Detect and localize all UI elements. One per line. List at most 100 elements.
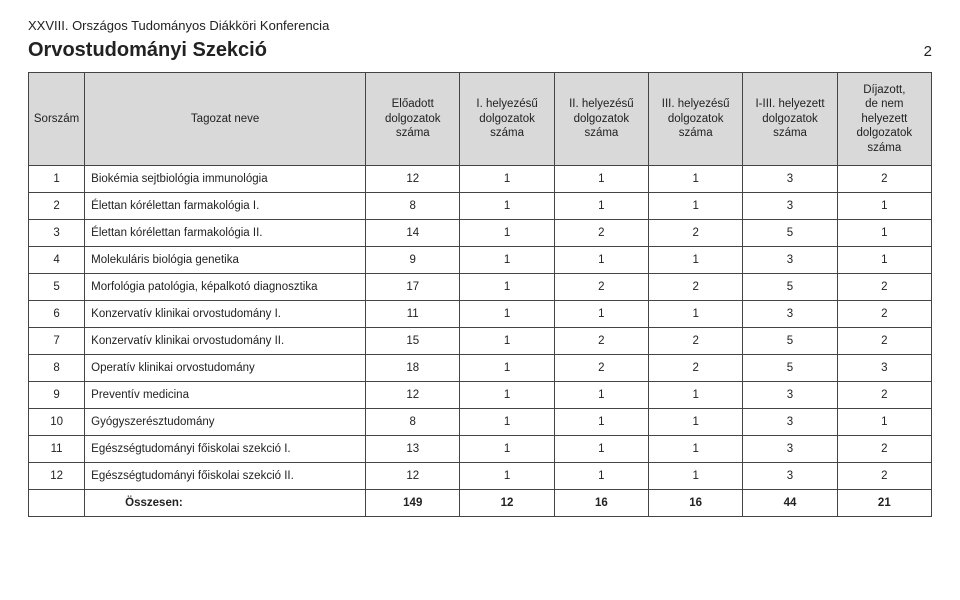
cell-sorszam: 7 (29, 327, 85, 354)
cell-value: 1 (554, 165, 648, 192)
cell-sorszam: 11 (29, 435, 85, 462)
cell-value: 3 (743, 408, 837, 435)
cell-tagozat: Élettan kórélettan farmakológia I. (85, 192, 366, 219)
cell-value: 1 (460, 354, 554, 381)
cell-value: 3 (743, 435, 837, 462)
cell-value: 18 (366, 354, 460, 381)
cell-sorszam: 4 (29, 246, 85, 273)
cell-value: 12 (366, 381, 460, 408)
cell-sorszam: 9 (29, 381, 85, 408)
table-header-row: Sorszám Tagozat neve Előadottdolgozatoks… (29, 73, 932, 166)
cell-value: 1 (460, 273, 554, 300)
cell-value: 1 (554, 246, 648, 273)
cell-value: 12 (366, 462, 460, 489)
cell-value: 1 (649, 435, 743, 462)
cell-value: 2 (837, 300, 931, 327)
cell-value: 1 (460, 300, 554, 327)
cell-value: 1 (554, 192, 648, 219)
table-row: 2Élettan kórélettan farmakológia I.81113… (29, 192, 932, 219)
cell-value: 14 (366, 219, 460, 246)
cell-value: 13 (366, 435, 460, 462)
cell-value: 1 (554, 381, 648, 408)
cell-tagozat: Élettan kórélettan farmakológia II. (85, 219, 366, 246)
cell-value: 2 (649, 327, 743, 354)
cell-tagozat: Konzervatív klinikai orvostudomány II. (85, 327, 366, 354)
cell-value: 3 (743, 192, 837, 219)
cell-value: 5 (743, 273, 837, 300)
cell-sorszam (29, 489, 85, 516)
section-title-row: Orvostudományi Szekció 2 (28, 39, 932, 62)
table-row: 10Gyógyszerésztudomány811131 (29, 408, 932, 435)
cell-value: 1 (460, 246, 554, 273)
cell-sorszam: 6 (29, 300, 85, 327)
cell-value: 12 (366, 165, 460, 192)
cell-value: 9 (366, 246, 460, 273)
cell-value: 2 (837, 462, 931, 489)
col-header-i: I. helyezésűdolgozatokszáma (460, 73, 554, 166)
cell-value: 1 (460, 462, 554, 489)
cell-sorszam: 8 (29, 354, 85, 381)
section-title: Orvostudományi Szekció (28, 39, 267, 62)
table-row: 4Molekuláris biológia genetika911131 (29, 246, 932, 273)
cell-value: 1 (649, 381, 743, 408)
cell-total-value: 12 (460, 489, 554, 516)
cell-value: 1 (554, 300, 648, 327)
cell-tagozat: Morfológia patológia, képalkotó diagnosz… (85, 273, 366, 300)
cell-value: 3 (743, 300, 837, 327)
cell-value: 1 (460, 192, 554, 219)
cell-value: 3 (743, 165, 837, 192)
cell-tagozat: Egészségtudományi főiskolai szekció I. (85, 435, 366, 462)
cell-value: 1 (649, 408, 743, 435)
cell-value: 1 (837, 408, 931, 435)
col-header-ii: II. helyezésűdolgozatokszáma (554, 73, 648, 166)
cell-total-value: 44 (743, 489, 837, 516)
cell-tagozat: Preventív medicina (85, 381, 366, 408)
cell-value: 5 (743, 219, 837, 246)
table-total-row: Összesen:1491216164421 (29, 489, 932, 516)
col-header-sorszam: Sorszám (29, 73, 85, 166)
table-body: 1Biokémia sejtbiológia immunológia121113… (29, 165, 932, 516)
cell-sorszam: 2 (29, 192, 85, 219)
cell-value: 8 (366, 192, 460, 219)
cell-value: 2 (649, 354, 743, 381)
cell-tagozat: Gyógyszerésztudomány (85, 408, 366, 435)
table-row: 6Konzervatív klinikai orvostudomány I.11… (29, 300, 932, 327)
cell-value: 1 (460, 381, 554, 408)
cell-tagozat: Molekuláris biológia genetika (85, 246, 366, 273)
cell-total-value: 149 (366, 489, 460, 516)
table-row: 12Egészségtudományi főiskolai szekció II… (29, 462, 932, 489)
cell-value: 2 (649, 219, 743, 246)
table-row: 3Élettan kórélettan farmakológia II.1412… (29, 219, 932, 246)
table-row: 1Biokémia sejtbiológia immunológia121113… (29, 165, 932, 192)
cell-value: 1 (460, 408, 554, 435)
cell-value: 3 (743, 381, 837, 408)
cell-value: 2 (837, 435, 931, 462)
cell-value: 1 (554, 435, 648, 462)
table-row: 7Konzervatív klinikai orvostudomány II.1… (29, 327, 932, 354)
cell-value: 3 (743, 462, 837, 489)
col-header-i-iii: I-III. helyezettdolgozatokszáma (743, 73, 837, 166)
cell-tagozat: Biokémia sejtbiológia immunológia (85, 165, 366, 192)
cell-value: 1 (649, 246, 743, 273)
cell-value: 1 (837, 246, 931, 273)
cell-total-label: Összesen: (85, 489, 366, 516)
cell-sorszam: 3 (29, 219, 85, 246)
cell-tagozat: Operatív klinikai orvostudomány (85, 354, 366, 381)
cell-value: 1 (649, 165, 743, 192)
table-row: 11Egészségtudományi főiskolai szekció I.… (29, 435, 932, 462)
cell-value: 17 (366, 273, 460, 300)
col-header-eloadott: Előadottdolgozatokszáma (366, 73, 460, 166)
cell-value: 1 (837, 192, 931, 219)
cell-value: 2 (837, 381, 931, 408)
cell-total-value: 21 (837, 489, 931, 516)
cell-value: 2 (554, 219, 648, 246)
page-number: 2 (924, 43, 932, 60)
document-header: XXVIII. Országos Tudományos Diákköri Kon… (28, 18, 932, 33)
cell-value: 2 (554, 273, 648, 300)
cell-total-value: 16 (554, 489, 648, 516)
cell-sorszam: 1 (29, 165, 85, 192)
cell-value: 15 (366, 327, 460, 354)
cell-value: 2 (554, 354, 648, 381)
cell-sorszam: 5 (29, 273, 85, 300)
cell-value: 1 (554, 462, 648, 489)
